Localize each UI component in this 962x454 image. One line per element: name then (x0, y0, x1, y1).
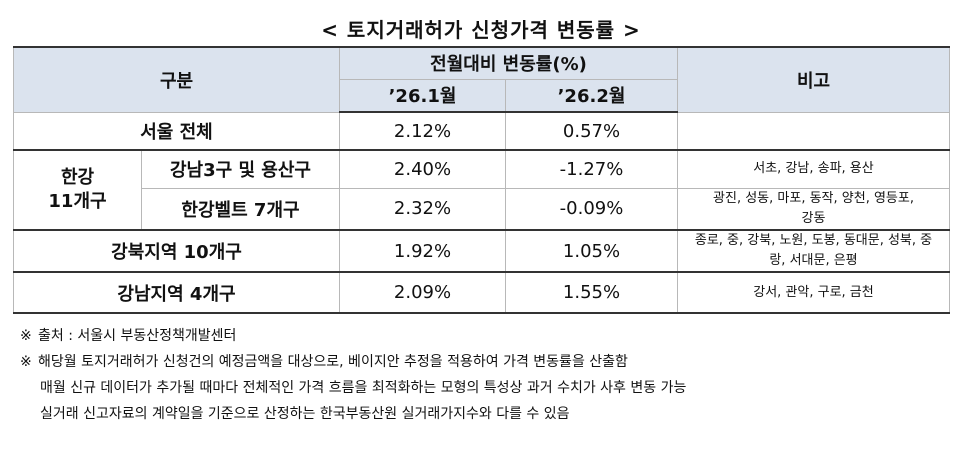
value-gangnam4-m2: 1.55% (505, 271, 678, 314)
footnote-source: ※ 출처 : 서울시 부동산정책개발센터 (20, 323, 950, 349)
value-gangnam4-m1: 2.09% (339, 271, 506, 314)
value-seoul-m2: 0.57% (505, 111, 678, 151)
value-gangnam3-m2: -1.27% (505, 149, 678, 189)
footnote-source-text: 출처 : 서울시 부동산정책개발센터 (38, 328, 237, 344)
footnote-mark: ※ (20, 328, 32, 344)
footnote-mark: ※ (20, 354, 32, 370)
footnote-method-line2: 매월 신규 데이터가 추가될 때마다 전체적인 가격 흐름을 최적화하는 모형의… (40, 380, 687, 396)
value-gangnam3-m1: 2.40% (339, 149, 506, 189)
footnote-method-line3: 실거래 신고자료의 계약일을 기준으로 산정하는 한국부동산원 실거래가지수와 … (40, 406, 570, 422)
value-seoul-m1: 2.12% (339, 111, 506, 151)
header-month-2: ’26.2월 (505, 78, 678, 113)
note-seoul (677, 111, 950, 151)
header-category: 구분 (13, 46, 340, 113)
row-label-hangang-belt: 한강벨트 7개구 (141, 187, 340, 231)
table-row: 한강벨트 7개구 2.32% -0.09% 광진, 성동, 마포, 동작, 양천… (14, 187, 950, 231)
footnotes: ※ 출처 : 서울시 부동산정책개발센터 ※ 해당월 토지거래허가 신청건의 예정금… (20, 323, 950, 427)
table-row: 서울 전체 2.12% 0.57% (13, 111, 950, 151)
price-change-table: 구분 전월대비 변동률(%) 비고 ’26.1월 ’26.2월 서울 전체 2.… (13, 46, 950, 314)
header-change-rate: 전월대비 변동률(%) (339, 46, 678, 80)
row-label-gangbuk: 강북지역 10개구 (13, 229, 340, 273)
row-label-gangnam3: 강남3구 및 용산구 (141, 149, 340, 189)
note-hangang-belt: 광진, 성동, 마포, 동작, 양천, 영등포, 강동 (677, 187, 950, 231)
value-gangbuk-m1: 1.92% (339, 229, 506, 273)
table-row: 강북지역 10개구 1.92% 1.05% 종로, 중, 강북, 노원, 도봉,… (13, 229, 950, 273)
table-row: 한강 11개구 강남3구 및 용산구 2.40% -1.27% 서초, 강남, … (13, 149, 950, 231)
row-label-gangnam4: 강남지역 4개구 (13, 271, 340, 314)
note-gangnam4: 강서, 관악, 구로, 금천 (677, 271, 950, 314)
note-gangbuk: 종로, 중, 강북, 노원, 도봉, 동대문, 성북, 중랑, 서대문, 은평 (677, 229, 950, 273)
header-month-1: ’26.1월 (339, 78, 506, 113)
footnote-method-line1: 해당월 토지거래허가 신청건의 예정금액을 대상으로, 베이지안 추정을 적용하… (38, 354, 628, 370)
value-hangang-belt-m2: -0.09% (505, 187, 678, 231)
value-hangang-belt-m1: 2.32% (339, 187, 506, 231)
table-row: 강남지역 4개구 2.09% 1.55% 강서, 관악, 구로, 금천 (13, 271, 950, 314)
footnote-method: ※ 해당월 토지거래허가 신청건의 예정금액을 대상으로, 베이지안 추정을 적용… (20, 349, 950, 375)
group-label-hangang: 한강 11개구 (13, 149, 142, 231)
note-gangnam3: 서초, 강남, 송파, 용산 (677, 149, 950, 189)
row-label-seoul: 서울 전체 (13, 111, 340, 151)
page-title: < 토지거래허가 신청가격 변동률 > (321, 18, 641, 42)
header-note: 비고 (677, 46, 950, 113)
value-gangbuk-m2: 1.05% (505, 229, 678, 273)
